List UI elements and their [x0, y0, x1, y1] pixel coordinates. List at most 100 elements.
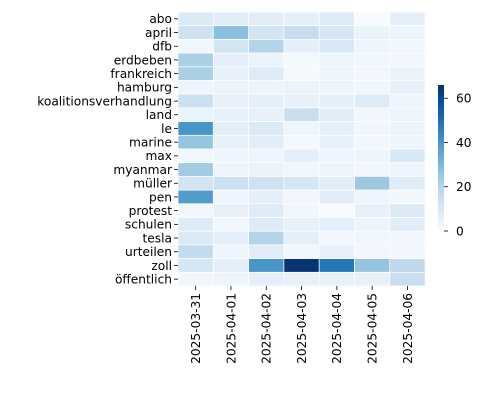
heatmap-cell	[248, 134, 285, 150]
x-tick-label: 2025-03-31	[189, 293, 203, 364]
heatmap-cell	[177, 230, 214, 246]
heatmap-cell	[177, 66, 214, 81]
heatmap-cell	[318, 39, 355, 54]
heatmap-cell	[283, 80, 320, 95]
heatmap-cell	[212, 107, 249, 122]
heatmap-cell	[318, 134, 355, 150]
heatmap-cell	[212, 52, 249, 68]
heatmap-cell	[248, 217, 285, 232]
y-tick-label: land	[146, 108, 172, 122]
heatmap-cell	[283, 121, 320, 136]
y-tick-label: abo	[149, 12, 172, 26]
heatmap-cell	[318, 66, 355, 81]
heatmap-cell	[354, 121, 391, 136]
heatmap-cell	[283, 230, 320, 246]
heatmap-cell	[318, 203, 355, 218]
heatmap-cell	[248, 176, 285, 191]
heatmap-cell	[283, 176, 320, 191]
heatmap-cell	[318, 80, 355, 95]
heatmap-cell	[248, 80, 285, 95]
heatmap-cell	[354, 230, 391, 246]
heatmap-cell	[177, 80, 214, 95]
heatmap-cell	[354, 271, 391, 287]
heatmap-cell	[283, 271, 320, 287]
heatmap-cell	[318, 230, 355, 246]
heatmap-cell	[177, 134, 214, 150]
heatmap-cell	[283, 39, 320, 54]
x-tick-label: 2025-04-02	[260, 293, 274, 364]
y-tick-label: tesla	[143, 231, 172, 245]
y-tick-label: schulen	[125, 218, 172, 232]
y-tick-label: urteilen	[125, 245, 172, 259]
heatmap-cell	[248, 230, 285, 246]
y-tick-label: dfb	[152, 40, 172, 54]
heatmap-cell	[248, 203, 285, 218]
heatmap-cell	[248, 189, 285, 205]
heatmap-cell	[283, 93, 320, 109]
heatmap-cell	[354, 107, 391, 122]
heatmap-cell	[177, 258, 214, 273]
y-tick-label: marine	[129, 135, 172, 149]
y-tick-label: april	[145, 26, 172, 40]
heatmap-cell	[248, 244, 285, 259]
heatmap-cell	[354, 11, 391, 27]
heatmap-cell	[248, 52, 285, 68]
x-tick-label: 2025-04-01	[224, 293, 238, 364]
heatmap-cell	[283, 244, 320, 259]
heatmap-cell	[212, 203, 249, 218]
heatmap-cell	[212, 258, 249, 273]
heatmap-cell	[212, 121, 249, 136]
heatmap-cell	[283, 203, 320, 218]
heatmap-cell	[248, 25, 285, 40]
heatmap-cell	[177, 107, 214, 122]
heatmap-cell	[283, 189, 320, 205]
heatmap-cell	[212, 244, 249, 259]
y-tick-labels: aboaprildfberdbebenfrankreichhamburgkoal…	[37, 12, 178, 286]
y-tick-label: max	[145, 149, 172, 163]
heatmap-cell	[354, 80, 391, 95]
heatmap-cell	[354, 93, 391, 109]
heatmap-cell	[389, 230, 426, 246]
heatmap-cell	[318, 217, 355, 232]
heatmap-cell	[389, 217, 426, 232]
heatmap-cell	[389, 244, 426, 259]
heatmap-cell	[177, 203, 214, 218]
heatmap-cell	[354, 176, 391, 191]
heatmap-cell	[389, 52, 426, 68]
heatmap-cell	[389, 80, 426, 95]
heatmap-cell	[212, 217, 249, 232]
heatmap-cell	[248, 258, 285, 273]
heatmap-cell	[354, 203, 391, 218]
heatmap-cell	[212, 230, 249, 246]
heatmap-cell	[318, 121, 355, 136]
heatmap-cell	[283, 162, 320, 177]
heatmap-cell	[389, 66, 426, 81]
heatmap-cell	[177, 271, 214, 287]
heatmap-cell	[318, 162, 355, 177]
colorbar-tick-label: 20	[456, 180, 472, 194]
heatmap-cell	[212, 39, 249, 54]
heatmap-cell	[212, 148, 249, 164]
x-tick-label: 2025-04-06	[401, 293, 415, 364]
heatmap-cell	[248, 11, 285, 27]
heatmap-cell	[177, 52, 214, 68]
heatmap-cell	[283, 11, 320, 27]
heatmap-cell	[177, 176, 214, 191]
heatmap-cell	[212, 134, 249, 150]
x-tick-label: 2025-04-04	[330, 293, 344, 364]
heatmap-cell	[177, 25, 214, 40]
heatmap-cell	[248, 107, 285, 122]
heatmap-cell	[318, 148, 355, 164]
colorbar-tick-label: 40	[456, 136, 472, 150]
heatmap-cell	[389, 148, 426, 164]
heatmap-cell	[389, 11, 426, 27]
heatmap-cell	[389, 134, 426, 150]
heatmap-cell	[248, 162, 285, 177]
heatmap-cell	[212, 11, 249, 27]
heatmap-cell	[354, 25, 391, 40]
x-tick-label: 2025-04-05	[365, 293, 379, 364]
heatmap-cell	[177, 189, 214, 205]
colorbar-gradient	[438, 85, 444, 231]
heatmap-cell	[248, 271, 285, 287]
